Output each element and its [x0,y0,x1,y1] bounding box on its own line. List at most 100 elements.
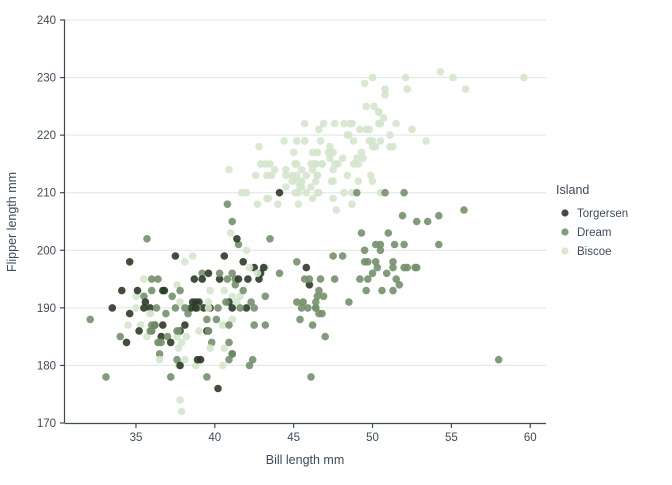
data-point-biscoe [422,137,430,145]
data-point-torgersen [244,275,252,283]
data-point-biscoe [124,321,132,329]
data-point-torgersen [125,258,134,266]
data-point-biscoe [381,91,389,99]
data-point-dream [296,315,304,324]
data-point-biscoe [449,73,457,82]
data-point-biscoe [362,102,371,111]
y-tick-label: 230 [37,73,56,85]
data-point-dream [412,217,421,226]
data-point-torgersen [234,275,243,283]
legend-item-biscoe: Biscoe [561,246,612,258]
data-point-biscoe [327,177,336,185]
data-point-torgersen [125,309,134,318]
data-point-biscoe [313,148,322,157]
data-point-dream [228,350,236,358]
data-point-biscoe [155,355,164,364]
data-point-dream [371,258,380,266]
data-point-dream [382,269,391,278]
data-point-dream [176,286,184,295]
x-tick-label: 50 [366,432,379,444]
data-point-dream [143,235,151,243]
data-point-torgersen [259,263,268,272]
data-point-dream [116,332,124,341]
data-point-dream [398,211,407,220]
data-point-torgersen [190,275,199,283]
data-point-dream [400,240,408,249]
data-point-biscoe [282,165,290,174]
data-point-biscoe [220,344,229,353]
data-point-dream [378,286,386,295]
data-point-biscoe [381,85,389,93]
data-point-biscoe [228,315,236,324]
data-point-torgersen [146,304,154,312]
legend-label: Biscoe [577,246,612,258]
y-axis-title: Flipper length mm [5,172,19,272]
y-tick-label: 210 [37,188,56,200]
data-point-torgersen [242,304,251,312]
data-point-biscoe [297,183,306,191]
data-point-dream [356,275,364,283]
data-point-dream [184,309,192,318]
data-point-biscoe [225,165,233,174]
data-point-dream [222,298,230,306]
data-point-biscoe [266,160,274,168]
data-point-biscoe [282,183,290,191]
data-point-biscoe [226,229,235,237]
data-point-dream [152,304,161,312]
data-point-dream [174,327,183,335]
data-point-biscoe [386,142,394,151]
data-point-torgersen [141,298,150,306]
data-point-biscoe [177,338,186,347]
data-point-dream [364,275,372,283]
data-point-biscoe [237,188,246,197]
data-point-dream [362,286,371,295]
data-point-biscoe [329,148,337,157]
data-point-dream [168,292,176,301]
data-point-dream [231,281,240,289]
data-point-dream [360,258,369,266]
data-point-biscoe [236,292,244,301]
data-point-biscoe [195,327,203,335]
data-point-dream [248,355,257,364]
legend-label: Dream [577,227,612,239]
data-point-dream [373,263,382,272]
data-point-dream [395,281,404,289]
data-point-dream [204,327,213,335]
data-point-biscoe [367,171,375,180]
data-point-dream [293,298,301,306]
data-point-torgersen [122,338,131,347]
data-point-dream [166,373,175,381]
data-point-dream [228,217,236,226]
data-point-biscoe [346,119,355,128]
data-point-biscoe [308,165,317,174]
data-point-biscoe [289,148,298,157]
data-point-biscoe [370,102,378,111]
data-point-dream [261,292,270,301]
data-point-biscoe [343,171,352,180]
data-point-biscoe [294,200,303,208]
data-point-dream [312,298,320,306]
data-point-biscoe [297,165,306,174]
y-tick-label: 170 [37,418,56,430]
data-point-dream [308,321,317,329]
data-point-dream [321,332,330,341]
data-point-torgersen [157,332,165,341]
data-point-biscoe [315,125,323,134]
data-point-dream [381,188,389,197]
data-point-dream [315,286,323,295]
data-point-dream [225,338,233,347]
data-point-biscoe [146,309,154,318]
data-point-biscoe [368,73,377,82]
data-point-biscoe [181,258,189,266]
data-point-biscoe [282,171,290,180]
data-point-dream [140,292,148,301]
data-point-dream [392,275,401,283]
data-point-dream [163,332,172,341]
data-point-dream [147,275,156,283]
data-point-dream [316,275,325,283]
x-tick-label: 60 [524,432,537,444]
data-point-dream [154,275,162,283]
data-point-dream [403,263,412,272]
